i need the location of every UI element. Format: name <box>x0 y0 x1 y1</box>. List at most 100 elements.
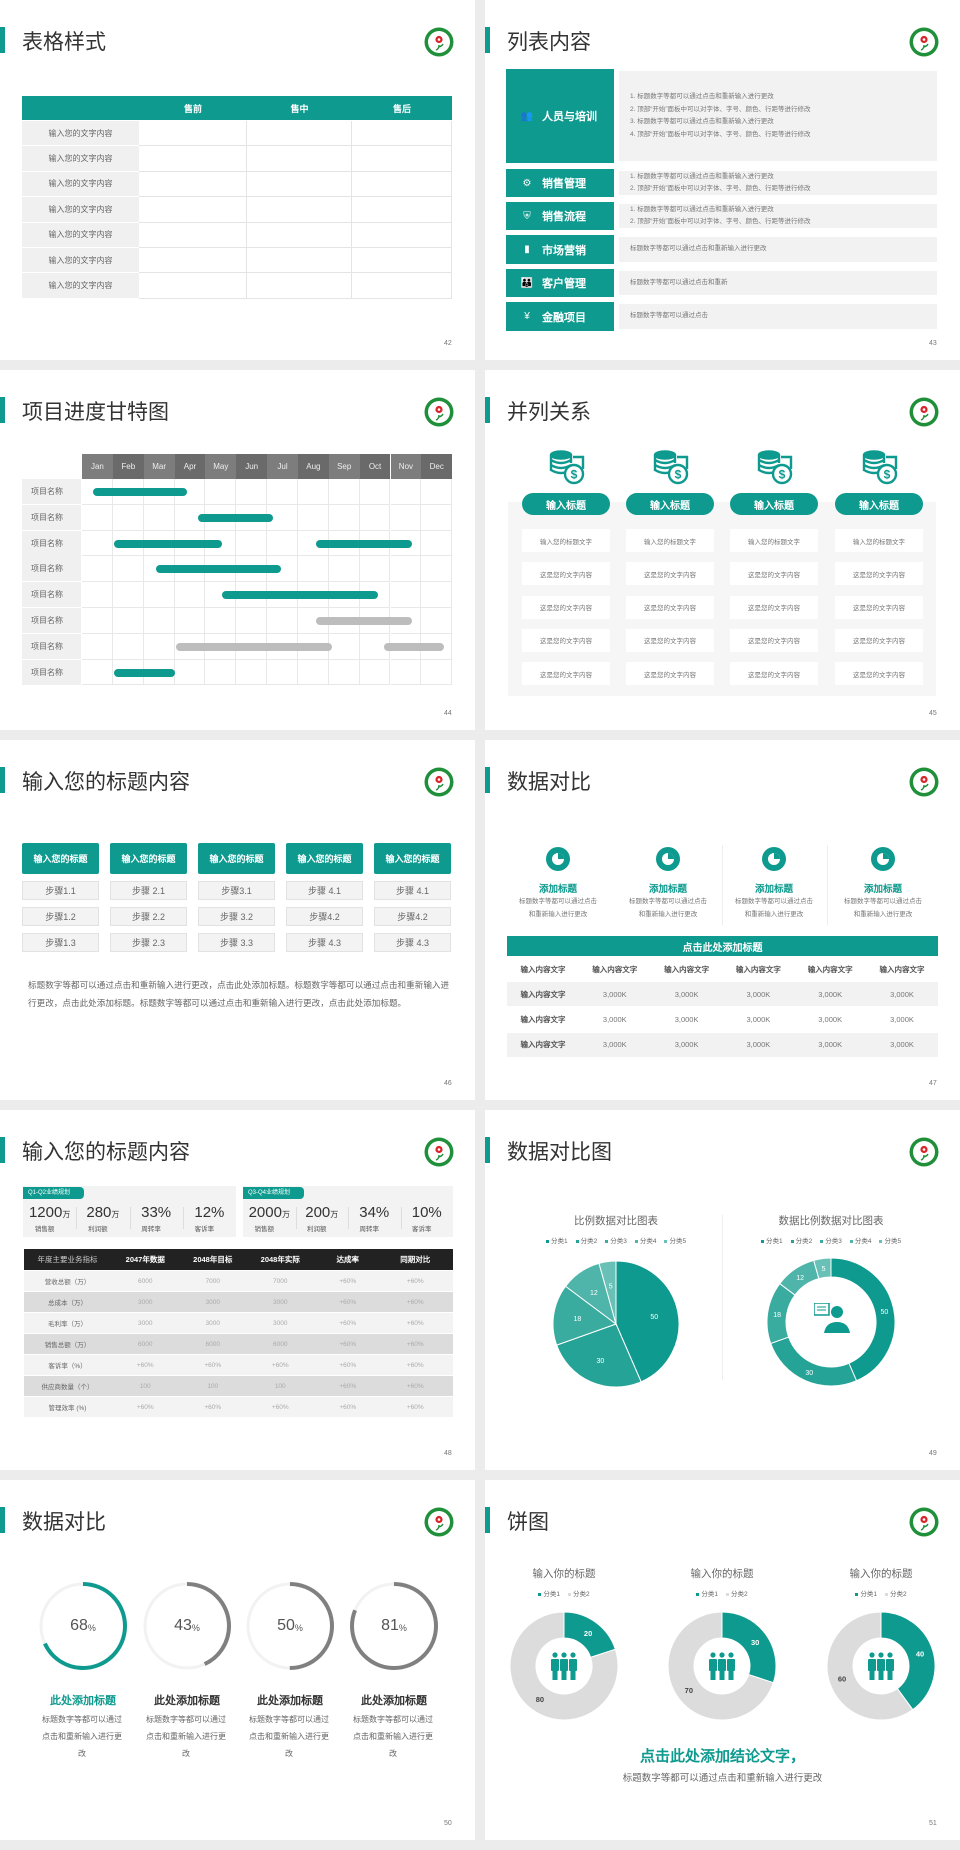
content-cell[interactable]: 输入您的标题文字 <box>835 529 923 552</box>
gantt-bar[interactable] <box>222 591 379 600</box>
gantt-bar[interactable] <box>114 539 223 548</box>
table-header-cell: 2047年数据 <box>125 1255 165 1264</box>
logo <box>909 1137 939 1167</box>
content-cell[interactable]: 这是您的文字内容 <box>835 662 923 686</box>
grid-cell <box>421 556 453 583</box>
table-cell[interactable] <box>352 171 452 198</box>
table-cell[interactable] <box>352 197 452 223</box>
step-box[interactable]: 步骤 2.2 <box>110 907 187 926</box>
table-cell[interactable] <box>352 222 452 248</box>
table-cell[interactable] <box>247 121 352 147</box>
gantt-bar[interactable] <box>176 642 332 651</box>
step-box[interactable]: 步骤 3.2 <box>198 907 275 926</box>
content-cell[interactable]: 这是您的文字内容 <box>730 628 818 652</box>
table-cell[interactable] <box>247 146 352 172</box>
table-cell[interactable] <box>139 197 247 223</box>
table-cell[interactable] <box>247 248 352 274</box>
ring-value: 50% <box>250 1616 330 1636</box>
gantt-bar[interactable] <box>92 488 187 496</box>
content-cell[interactable]: 这是您的文字内容 <box>835 628 923 652</box>
step-header: 输入您的标题 <box>286 843 363 874</box>
content-cell[interactable]: 这是您的文字内容 <box>835 562 923 586</box>
table-cell[interactable] <box>352 121 452 147</box>
legend-swatch <box>760 1239 764 1243</box>
content-cell[interactable]: 输入您的标题文字 <box>522 529 610 552</box>
month-header: Aug <box>297 454 329 479</box>
content-cell[interactable]: 输入您的标题文字 <box>730 529 818 552</box>
pie-slice <box>615 1260 680 1383</box>
content-cell[interactable]: 这是您的文字内容 <box>835 595 923 619</box>
task-label: 项目名称 <box>22 556 81 582</box>
legend-label: 分类2 <box>795 1238 813 1245</box>
step-box[interactable]: 步骤1.1 <box>22 881 99 900</box>
ring-desc: 标题数字等都可以通过点击和重新输入进行更改 <box>249 1715 329 1758</box>
table-header-cell: 年度主要业务指标 <box>37 1255 98 1264</box>
gantt-bar[interactable] <box>156 565 281 574</box>
step-box[interactable]: 步骤 2.1 <box>110 881 187 900</box>
kpi-label: 周转率 <box>359 1226 380 1233</box>
step-box[interactable]: 步骤 4.1 <box>374 881 451 900</box>
content-cell[interactable]: 这是您的文字内容 <box>730 595 818 619</box>
content-cell[interactable]: 输入您的标题文字 <box>626 529 714 552</box>
content-cell[interactable]: 这是您的文字内容 <box>626 662 714 686</box>
kpi-label: 客诉率 <box>412 1226 432 1233</box>
legend-item: 分类1 <box>696 1591 718 1598</box>
gantt-bar[interactable] <box>316 617 413 625</box>
table-cell[interactable] <box>139 121 247 147</box>
table-cell: 3,000K <box>746 1014 771 1024</box>
step-box[interactable]: 步骤1.2 <box>22 907 99 926</box>
content-cell[interactable]: 这是您的文字内容 <box>626 595 714 619</box>
table-cell[interactable] <box>139 146 247 172</box>
content-cell[interactable]: 这是您的文字内容 <box>522 628 610 652</box>
content-cell[interactable]: 这是您的文字内容 <box>626 562 714 586</box>
step-box[interactable]: 步骤 2.3 <box>110 933 187 952</box>
gantt-bar[interactable] <box>316 539 413 548</box>
content-cell[interactable]: 这是您的文字内容 <box>730 562 818 586</box>
table-cell[interactable] <box>139 222 247 248</box>
gantt-bar[interactable] <box>197 513 274 522</box>
table-cell[interactable] <box>247 171 352 198</box>
table-cell[interactable] <box>139 273 247 299</box>
table-cell[interactable] <box>139 171 247 198</box>
table-cell[interactable] <box>139 248 247 274</box>
table-header-cell: 输入内容文字 <box>879 964 925 974</box>
table-cell[interactable] <box>352 248 452 274</box>
step-box[interactable]: 步骤3.1 <box>198 881 275 900</box>
list-line: 1. 标题数字等都可以通过点击和重新输入进行更改 <box>630 172 774 180</box>
table-cell: +60% <box>136 1361 154 1369</box>
grid-cell <box>205 608 237 634</box>
pie-slice <box>509 1611 619 1721</box>
slide-45: 并列关系 45 $ 输入标题 输入您的标题文字 这是您的文字内容 这是您的文字内容 这是您的文… <box>485 370 960 730</box>
gantt-bar[interactable] <box>384 642 445 651</box>
content-cell[interactable]: 这是您的文字内容 <box>730 662 818 686</box>
content-cell[interactable]: 这是您的文字内容 <box>522 662 610 686</box>
table-cell[interactable] <box>247 273 352 299</box>
content-cell[interactable]: 这是您的文字内容 <box>626 628 714 652</box>
step-box[interactable]: 步骤4.2 <box>374 907 451 926</box>
page-number: 48 <box>444 1450 452 1457</box>
legend-label: 分类2 <box>573 1591 590 1598</box>
data-label: 20 <box>584 1629 592 1638</box>
ring-number: 50 <box>277 1617 295 1634</box>
slide-title: 饼图 <box>507 1511 549 1534</box>
gantt-bar[interactable] <box>114 668 175 677</box>
step-box[interactable]: 步骤 4.3 <box>374 933 451 952</box>
month-header: Jan <box>82 454 113 479</box>
row-label-cell: 输入您的文字内容 <box>22 171 139 198</box>
table-cell[interactable] <box>352 146 452 172</box>
table-cell: 6000 <box>138 1340 153 1348</box>
step-box[interactable]: 步骤1.3 <box>22 933 99 952</box>
step-box[interactable]: 步骤 3.3 <box>198 933 275 952</box>
table-cell[interactable] <box>352 273 452 299</box>
table-cell[interactable] <box>247 197 352 223</box>
content-cell[interactable]: 这是您的文字内容 <box>522 595 610 619</box>
pie-slice <box>721 1611 777 1684</box>
table-cell[interactable] <box>247 222 352 248</box>
step-box[interactable]: 步骤 4.1 <box>286 881 363 900</box>
kpi-value: 34% <box>348 1204 401 1221</box>
content-cell[interactable]: 这是您的文字内容 <box>522 562 610 586</box>
step-box[interactable]: 步骤4.2 <box>286 907 363 926</box>
step-box[interactable]: 步骤 4.3 <box>286 933 363 952</box>
kpi-unit: 万 <box>281 1210 290 1219</box>
hand-coin-icon: ¥ <box>524 311 530 322</box>
